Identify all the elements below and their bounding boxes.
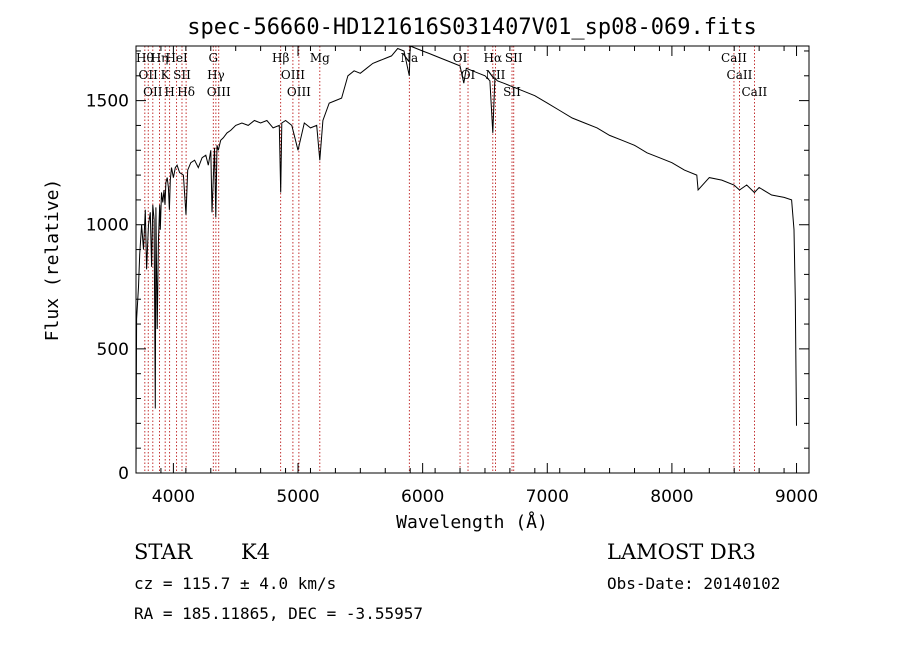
- x-tick-label: 7000: [526, 487, 569, 507]
- line-marker-label-20: NII: [485, 68, 505, 82]
- x-tick-label: 4000: [152, 487, 195, 507]
- line-marker-label-24: CaII: [727, 68, 753, 82]
- y-tick-label: 1500: [86, 92, 129, 112]
- x-axis-label: Wavelength (Å): [396, 511, 548, 533]
- x-tick-label: 5000: [276, 487, 319, 507]
- redshift-line: cz = 115.7 ± 4.0 km/s: [134, 574, 337, 593]
- line-marker-label-4: K: [161, 68, 171, 82]
- line-marker-label-7: SII: [173, 68, 191, 82]
- chart-title: spec-56660-HD121616S031407V01_sp08-069.f…: [187, 15, 757, 40]
- line-marker-label-11: OIII: [207, 85, 231, 99]
- line-marker-label-2: OII: [143, 85, 163, 99]
- line-marker-label-8: Hδ: [177, 85, 195, 99]
- line-marker-label-10: Hγ: [207, 68, 225, 82]
- line-marker-label-1: OII: [139, 68, 159, 82]
- line-marker-label-17: OI: [453, 51, 468, 65]
- object-type: STAR: [134, 540, 193, 564]
- spectrum-line: [135, 45, 797, 474]
- y-axis: 0 500 1000 1500: [86, 50, 809, 484]
- line-marker-label-12: Hβ: [272, 51, 289, 65]
- x-axis: 4000 5000 6000 7000 8000 9000: [135, 46, 818, 507]
- obs-date-line: Obs-Date: 20140102: [607, 574, 781, 593]
- line-marker-label-25: CaII: [741, 85, 767, 99]
- line-marker-label-9: G: [208, 51, 218, 65]
- x-tick-label: 9000: [775, 487, 818, 507]
- line-marker-label-13: OIII: [281, 68, 305, 82]
- line-marker-label-23: CaII: [721, 51, 747, 65]
- y-axis-label: Flux (relative): [42, 179, 63, 342]
- survey-label: LAMOST DR3: [607, 540, 756, 564]
- line-marker-label-22: SII: [505, 51, 523, 65]
- line-marker-label-3: Hη: [151, 51, 169, 65]
- spectral-subclass: K4: [241, 540, 271, 564]
- x-tick-label: 6000: [401, 487, 444, 507]
- coordinates-line: RA = 185.11865, DEC = -3.55957: [134, 604, 423, 623]
- y-tick-label: 1000: [86, 216, 129, 236]
- line-marker-label-15: Mg: [310, 51, 330, 65]
- x-tick-label: 8000: [650, 487, 693, 507]
- y-tick-label: 500: [97, 340, 129, 360]
- y-tick-label: 0: [118, 464, 129, 484]
- line-marker-label-19: Hα: [484, 51, 503, 65]
- line-marker-label-6: HeI: [165, 51, 188, 65]
- line-marker-label-14: OIII: [287, 85, 311, 99]
- line-marker-label-layer: Hθ OII OII Hη KH HeI SII Hδ G Hγ OIII Hβ OIII OIII Mg N…: [136, 51, 768, 99]
- plot-frame: [135, 45, 810, 474]
- line-marker-layer: [144, 46, 755, 473]
- line-marker-label-0: Hθ: [136, 51, 154, 65]
- line-marker-label-5: H: [164, 85, 174, 99]
